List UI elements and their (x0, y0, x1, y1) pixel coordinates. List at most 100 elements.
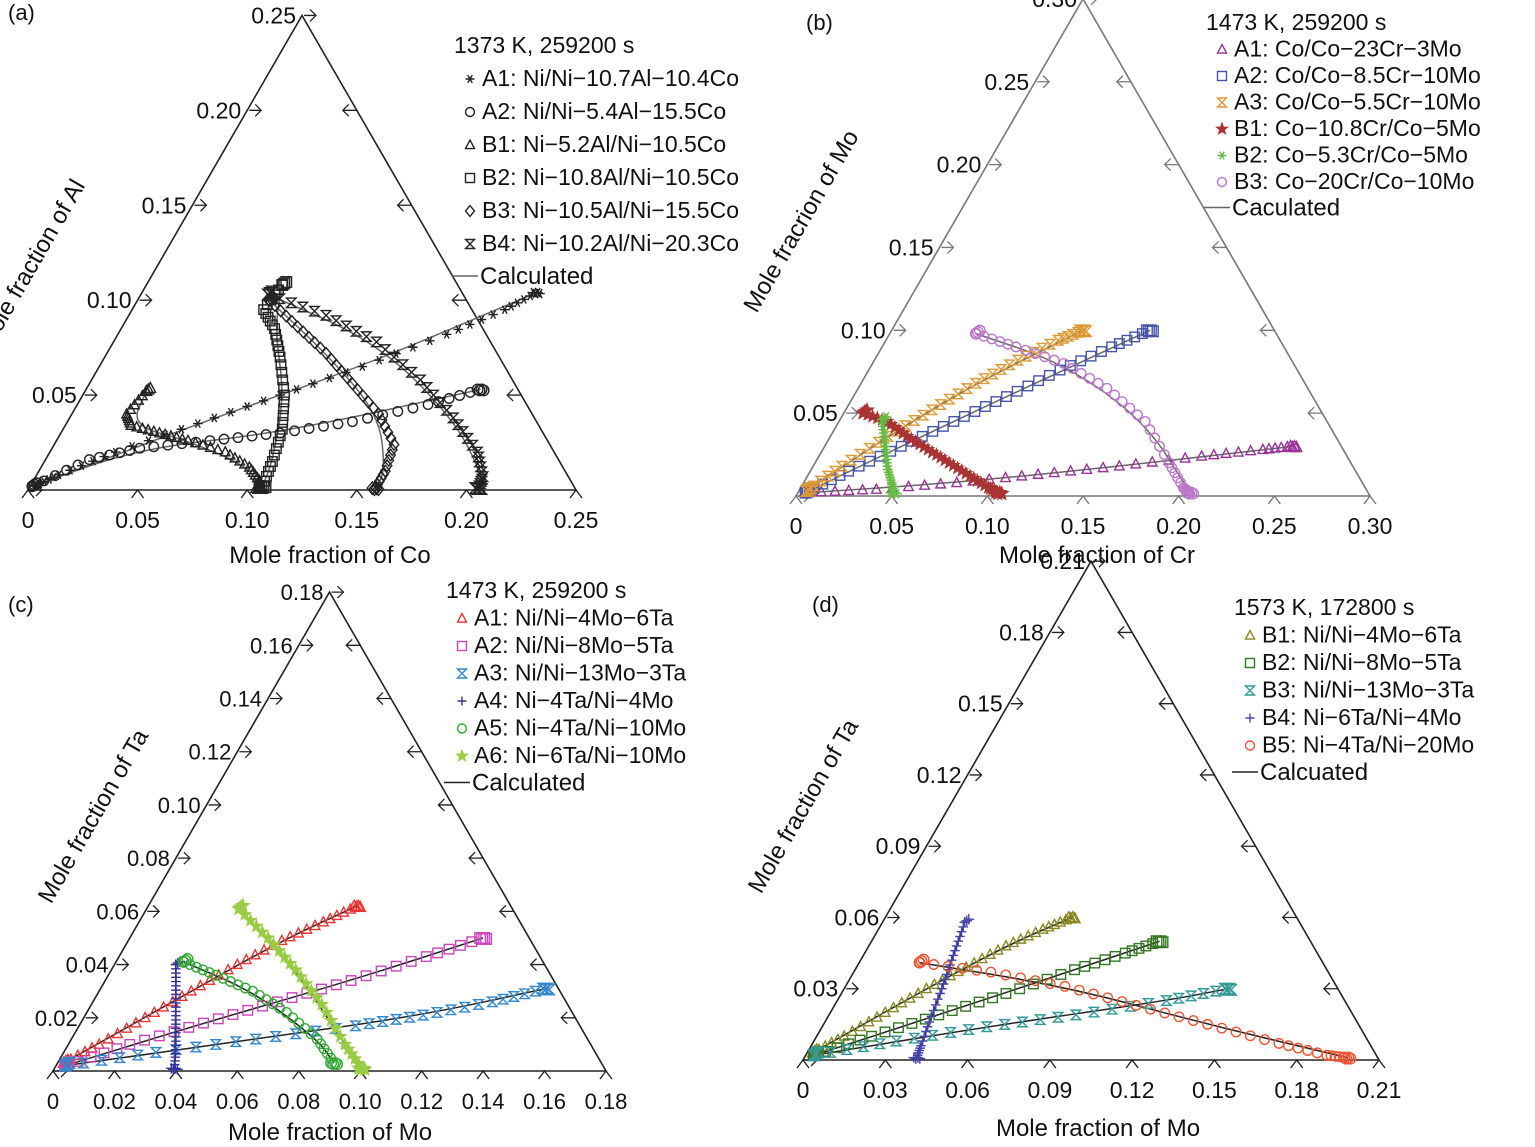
data-point (1145, 324, 1157, 337)
data-point (948, 415, 960, 427)
data-point (962, 1024, 976, 1036)
y-tick-mark (249, 103, 263, 117)
data-point (1003, 359, 1016, 371)
data-point (1064, 464, 1077, 476)
data-point (189, 436, 202, 448)
data-point (328, 1020, 344, 1035)
data-point (1321, 1049, 1333, 1061)
data-point (1048, 354, 1060, 366)
data-point (1002, 338, 1014, 350)
data-point (928, 1005, 939, 1016)
y-tick-label: 0.15 (958, 691, 1003, 717)
data-point (518, 988, 532, 1000)
data-point (1202, 1018, 1214, 1030)
data-point (1019, 350, 1033, 362)
data-point (915, 955, 928, 968)
data-point (1220, 446, 1233, 459)
data-point (309, 335, 321, 350)
data-point (233, 454, 246, 466)
legend-entry: A2: Ni/Ni−5.4Al−15.5Co (482, 98, 726, 124)
data-point (958, 922, 968, 932)
right-tick-mark (498, 904, 514, 918)
data-point (277, 374, 289, 386)
data-point (940, 974, 950, 984)
chart-title: 1473 K, 259200 s (1206, 9, 1386, 35)
data-point (278, 396, 290, 408)
data-point (809, 1047, 823, 1060)
data-point (111, 1027, 124, 1039)
data-point (184, 959, 196, 971)
legend-entry: A3: Ni/Ni−13Mo−3Ta (474, 660, 686, 686)
data-point (284, 930, 297, 942)
right-tick-mark (468, 851, 484, 865)
data-point (309, 1025, 323, 1037)
data-point (275, 359, 287, 371)
data-point (1172, 992, 1186, 1004)
data-point (387, 351, 401, 363)
data-point (474, 483, 489, 496)
data-point (384, 448, 397, 462)
y-tick-mark (239, 745, 253, 759)
data-point (454, 939, 466, 951)
legend-entry-calculated: Calculated (472, 770, 585, 797)
data-point (441, 329, 452, 339)
data-point (229, 451, 241, 463)
data-point (912, 1052, 924, 1063)
legend-marker (1244, 657, 1256, 669)
data-point (1197, 988, 1210, 999)
x-tick-label: 0.16 (523, 1089, 566, 1114)
legend-entry: A2: Co/Co−8.5Cr−10Mo (1234, 62, 1481, 88)
data-point (1014, 932, 1027, 944)
data-point (291, 384, 302, 394)
x-tick-label: 0.10 (339, 1089, 382, 1114)
data-point (149, 1046, 163, 1058)
data-point (976, 952, 989, 964)
data-point (433, 397, 447, 409)
y-tick-label: 0.02 (35, 1006, 78, 1031)
data-point (1288, 439, 1301, 452)
data-point (420, 951, 432, 963)
data-point (224, 448, 237, 460)
data-point (1001, 391, 1012, 403)
data-point (372, 481, 385, 497)
x-tick-label: 0.15 (1192, 1077, 1237, 1103)
series-b-5 (969, 324, 1200, 500)
y-tick-mark (1051, 625, 1065, 639)
legend-entry: A1: Ni/Ni−4Mo−6Ta (474, 605, 674, 631)
data-point (270, 443, 282, 455)
data-point (49, 470, 61, 482)
data-point (225, 976, 237, 988)
data-point (1000, 988, 1012, 999)
data-point (859, 401, 875, 417)
legend-marker (1244, 740, 1256, 751)
data-point (937, 420, 949, 432)
data-point (76, 461, 87, 471)
legend-entry: B1: Ni−5.2Al/Ni−10.5Co (482, 131, 726, 157)
data-point (918, 478, 931, 490)
data-point (466, 439, 479, 451)
data-point (1106, 341, 1118, 353)
x-tick-mark (1172, 494, 1186, 505)
data-point (85, 1051, 97, 1063)
data-point (1144, 424, 1156, 436)
series-c-3 (166, 956, 186, 1075)
data-point (289, 425, 300, 437)
legend-entry: B2: Ni−10.8Al/Ni−10.5Co (482, 164, 739, 190)
data-point (1007, 935, 1020, 948)
data-point (260, 930, 276, 945)
data-point (907, 414, 921, 426)
y-tick-mark (1037, 75, 1051, 89)
data-point (1059, 980, 1071, 992)
data-point (1095, 346, 1107, 357)
data-point (416, 1009, 430, 1021)
calculated-curve (32, 388, 481, 487)
data-point (95, 1054, 108, 1066)
x-tick-mark (476, 1069, 490, 1080)
data-point (136, 421, 149, 433)
data-point (407, 402, 419, 414)
data-point (528, 985, 542, 997)
legend-marker (456, 723, 468, 734)
data-point (147, 424, 160, 437)
data-point (374, 355, 384, 365)
